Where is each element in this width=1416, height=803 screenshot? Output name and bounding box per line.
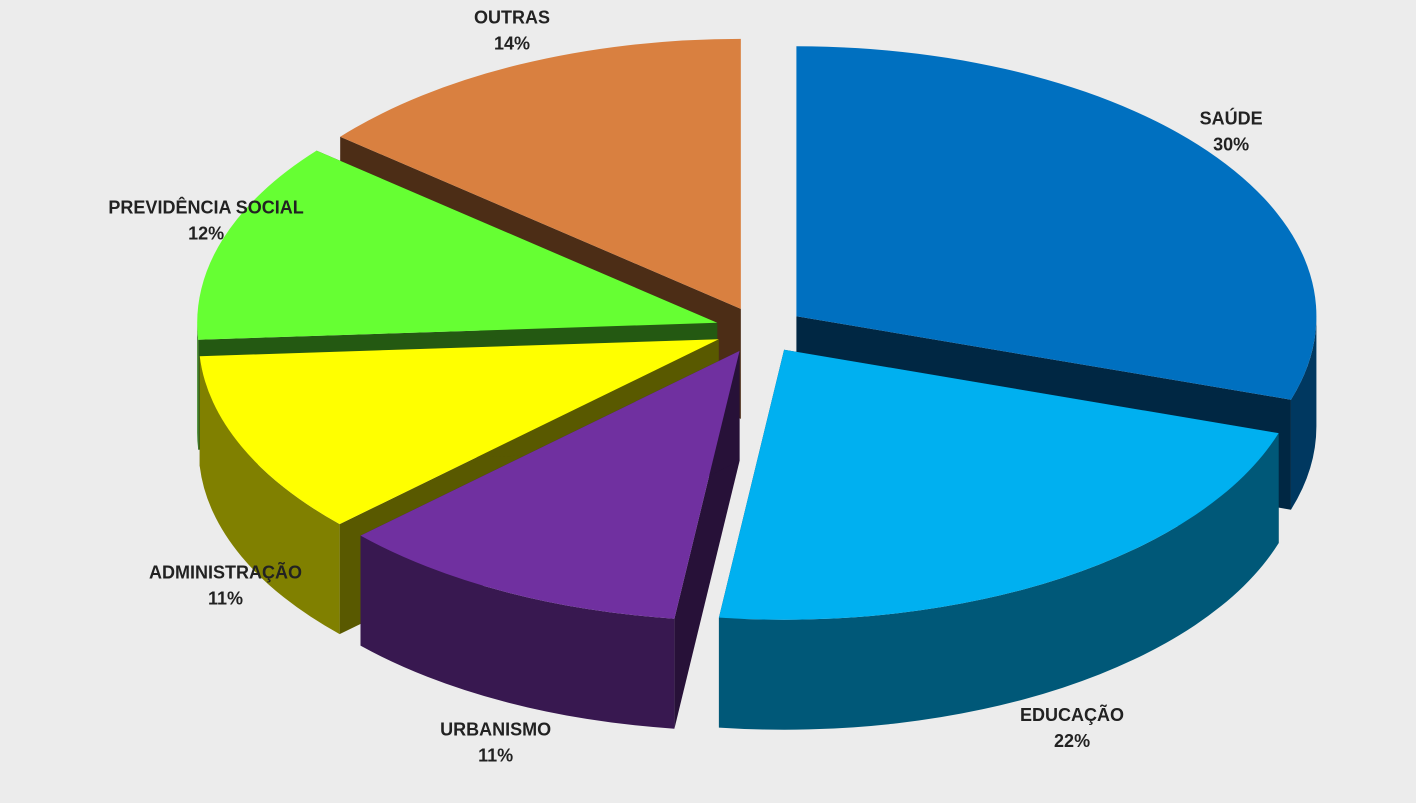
slice-label: SAÚDE	[1200, 107, 1263, 128]
slice-side	[718, 433, 1279, 730]
slice-side	[197, 322, 199, 450]
slice-value-label: 22%	[1054, 731, 1090, 751]
slice-side	[199, 356, 340, 635]
slice	[360, 350, 740, 729]
slice-label: ADMINISTRAÇÃO	[149, 561, 302, 582]
slice-side	[1290, 316, 1317, 510]
slice	[718, 349, 1279, 730]
slice-label: EDUCAÇÃO	[1020, 704, 1124, 725]
slice-top	[199, 339, 719, 525]
slice-label: URBANISMO	[440, 720, 551, 740]
slice-value-label: 11%	[478, 746, 513, 766]
slice-value-label: 30%	[1213, 134, 1249, 154]
slice-top	[796, 46, 1317, 400]
slice-label: OUTRAS	[474, 7, 550, 27]
slice-top	[197, 150, 718, 340]
slice-value-label: 14%	[494, 33, 530, 53]
slice-value-label: 11%	[208, 588, 243, 608]
slice-value-label: 12%	[188, 223, 224, 243]
slice-top	[340, 38, 741, 309]
slice-top	[360, 350, 740, 619]
slice-top	[718, 349, 1279, 620]
slice-side	[360, 535, 675, 729]
slice-label: PREVIDÊNCIA SOCIAL	[108, 196, 303, 217]
